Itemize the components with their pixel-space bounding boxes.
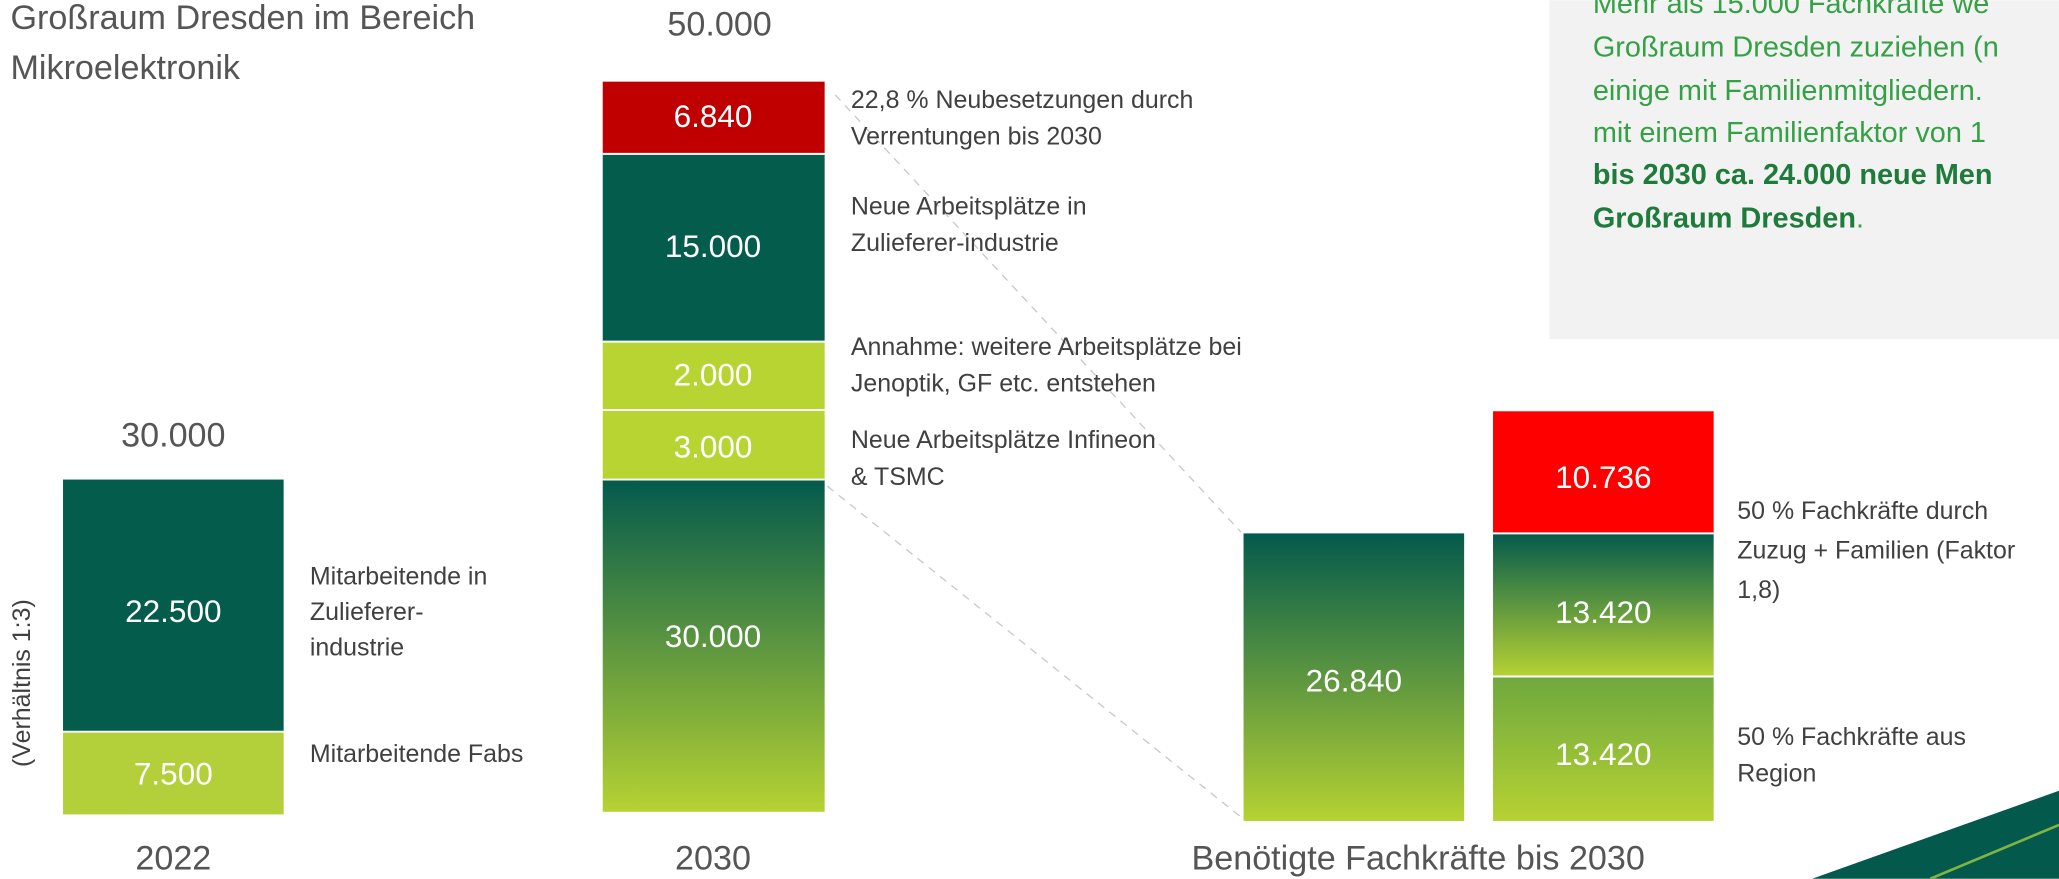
segment-label: Mitarbeitende Fabs — [310, 740, 523, 768]
bar-total: 50.000 — [667, 6, 771, 44]
bar-segment — [1493, 676, 1714, 821]
segment-label: industrie — [310, 634, 404, 662]
segment-value: 13.420 — [1555, 594, 1651, 630]
segment-label: Zulieferer-industrie — [851, 229, 1059, 257]
segment-label: Annahme: weitere Arbeitsplätze bei — [851, 333, 1242, 361]
bar-segment — [63, 479, 284, 732]
title-line: Großraum Dresden im Bereich — [11, 0, 476, 37]
x-label: Benötigte Fachkräfte bis 2030 — [1191, 839, 1644, 877]
segment-value: 26.840 — [1306, 662, 1402, 698]
segment-label: 50 % Fachkräfte durch — [1737, 497, 1988, 525]
bar-total: 30.000 — [121, 417, 225, 455]
segment-label: 22,8 % Neubesetzungen durch — [851, 86, 1193, 114]
bar-segment — [1243, 533, 1465, 821]
callout-line: Großraum Dresden zuziehen (n — [1593, 31, 1999, 63]
segment-value: 10.736 — [1555, 459, 1651, 495]
segment-label: & TSMC — [851, 463, 945, 491]
callout-line: mit einem Familienfaktor von 1 — [1593, 117, 1986, 149]
bar-segment — [602, 341, 825, 410]
axis-note: (Verhältnis 1:3) — [8, 599, 36, 767]
segment-value: 2.000 — [674, 356, 753, 392]
segment-label: Zuzug + Familien (Faktor — [1737, 536, 2015, 564]
segment-label: Neue Arbeitsplätze Infineon — [851, 426, 1156, 454]
bar-segment — [602, 81, 825, 154]
callout-line: einige mit Familienmitgliedern. — [1593, 75, 1983, 107]
segment-label: 50 % Fachkräfte aus — [1737, 723, 1966, 751]
callout-bold: bis 2030 ca. 24.000 neue Men — [1593, 159, 1993, 191]
bar-segment — [602, 479, 825, 812]
segment-value: 15.000 — [665, 228, 761, 264]
callout-line: Großraum Dresden. — [1593, 202, 1864, 234]
decoration — [1812, 790, 2059, 879]
bar-segment — [602, 153, 825, 342]
bar-segment — [1493, 533, 1714, 677]
title-line: Mikroelektronik — [11, 49, 241, 87]
callout-line: Mehr als 15.000 Fachkräfte we — [1593, 0, 1989, 20]
callout-end: . — [1856, 202, 1864, 234]
segment-value: 3.000 — [674, 429, 753, 465]
segment-label: Verrentungen bis 2030 — [851, 123, 1102, 151]
segment-label: Zulieferer- — [310, 598, 424, 626]
bar-segment — [1493, 411, 1714, 534]
segment-value: 30.000 — [665, 618, 761, 654]
x-label: 2030 — [675, 839, 751, 877]
segment-value: 6.840 — [674, 98, 753, 134]
connector — [826, 485, 1242, 818]
callout-bold: Großraum Dresden — [1593, 202, 1856, 234]
segment-label: 1,8) — [1737, 576, 1780, 604]
segment-label: Region — [1737, 760, 1816, 788]
segment-value: 13.420 — [1555, 736, 1651, 772]
callout-box — [1549, 0, 2059, 340]
decoration — [1929, 823, 2059, 879]
segment-value: 22.500 — [125, 593, 221, 629]
connector — [834, 94, 1242, 533]
segment-label: Mitarbeitende in — [310, 563, 487, 591]
bar-segment — [602, 409, 825, 480]
segment-value: 7.500 — [134, 756, 213, 792]
bar-segment — [63, 731, 284, 815]
segment-label: Jenoptik, GF etc. entstehen — [851, 370, 1156, 398]
x-label: 2022 — [135, 839, 211, 877]
segment-label: Neue Arbeitsplätze in — [851, 192, 1087, 220]
